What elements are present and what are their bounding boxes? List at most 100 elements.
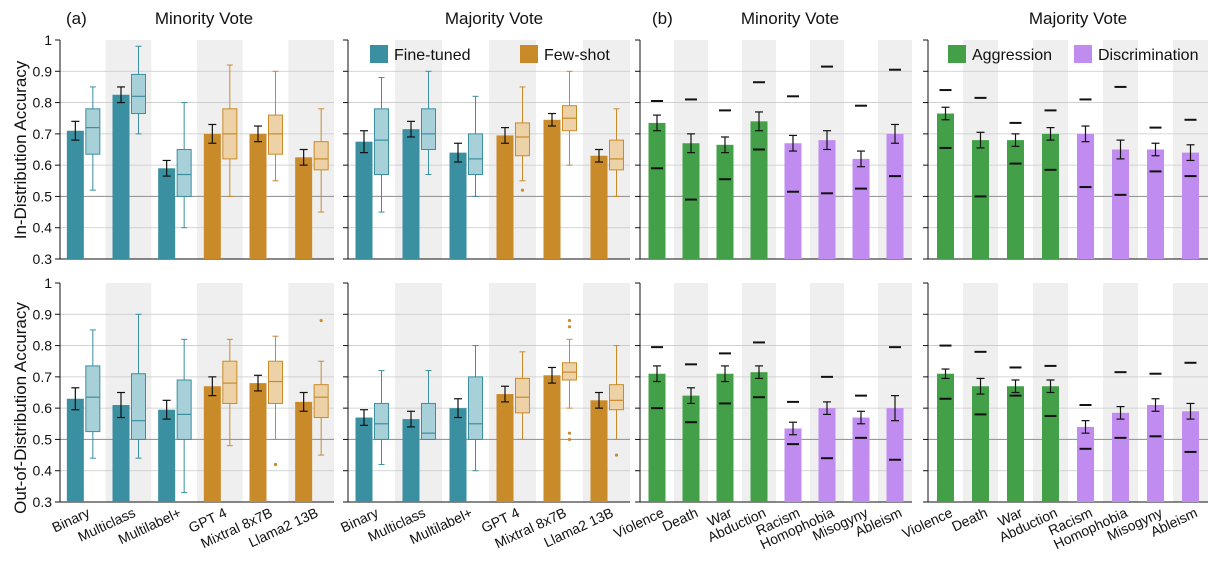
bar-racism — [1077, 426, 1094, 502]
outlier-point — [567, 431, 572, 435]
bar-homophobia — [818, 408, 836, 502]
x-tick-label: Violence — [611, 504, 666, 541]
box-mixtral-8x7b — [562, 362, 577, 381]
bar-abduction — [1042, 133, 1059, 259]
box-binary — [85, 365, 101, 433]
box-multilabel- — [176, 379, 192, 440]
y-tick-label: 0.3 — [33, 494, 53, 510]
ylabel-in-distribution: In-Distribution Accuracy — [11, 60, 30, 239]
box-llama2-13b — [609, 139, 624, 171]
bar-mixtral-8x7b — [543, 375, 561, 502]
title-b-majority: Majority Vote — [1029, 9, 1127, 28]
outlier-point — [567, 318, 572, 323]
bar-ableism — [1182, 152, 1199, 259]
box-binary — [374, 108, 389, 176]
bar-binary — [66, 398, 84, 502]
outlier-point — [567, 437, 572, 442]
box-mixtral-8x7b — [268, 114, 283, 155]
box-multilabel- — [176, 149, 192, 197]
bar-mixtral-8x7b — [249, 133, 267, 259]
bar-gpt-4 — [203, 386, 221, 502]
bar-llama2-13b — [295, 401, 313, 502]
box-multiclass — [131, 373, 146, 440]
legend-swatch — [370, 45, 388, 63]
y-tick-label: 0.7 — [33, 126, 53, 142]
legend-swatch — [520, 45, 538, 63]
box-multiclass — [421, 108, 436, 151]
panel-2: Fine-tuned Few-shot — [343, 39, 630, 260]
y-tick-label: 0.7 — [33, 369, 53, 385]
y-tick-label: 0.5 — [33, 188, 53, 204]
bar-multiclass — [112, 94, 130, 259]
bar-misogyny — [1147, 149, 1164, 259]
bar-war — [716, 373, 734, 502]
bar-abduction — [750, 372, 768, 502]
bar-war — [716, 144, 734, 259]
panel-a-label: (a) — [66, 9, 87, 28]
x-tick-label: Death — [660, 504, 701, 534]
bar-llama2-13b — [590, 155, 608, 259]
bar-multilabel- — [158, 409, 176, 502]
y-tick-label: 0.9 — [33, 63, 53, 79]
y-tick-label: 0.6 — [33, 400, 53, 416]
box-multiclass — [421, 402, 436, 440]
x-tick-label: Death — [949, 504, 990, 534]
title-a-minority: Minority Vote — [155, 9, 253, 28]
bar-racism — [784, 428, 802, 502]
title-b-minority: Minority Vote — [741, 9, 839, 28]
legend-swatch — [948, 45, 966, 63]
plot-area: 0.3 0.4 0.5 0.6 0.7 0.8 0.9 1 Fine-tuned Few-shot… — [33, 32, 1208, 552]
bar-multilabel- — [449, 408, 467, 502]
bar-binary — [355, 141, 373, 259]
bar-mixtral-8x7b — [249, 383, 267, 502]
box-llama2-13b — [609, 384, 624, 411]
bar-ableism — [1182, 411, 1199, 502]
legend-label: Discrimination — [1098, 47, 1198, 64]
box-llama2-13b — [313, 141, 329, 171]
y-tick-label: 0.6 — [33, 157, 53, 173]
panel-5: 0.30.40.50.60.70.80.91BinaryMulticlassMu… — [33, 275, 334, 551]
bar-multilabel- — [449, 152, 467, 259]
bar-ableism — [886, 408, 904, 502]
bar-misogyny — [852, 417, 870, 502]
legend: Fine-tuned Few-shot — [370, 45, 610, 64]
outlier-point — [520, 188, 525, 192]
bar-multiclass — [402, 129, 420, 259]
bar-violence — [937, 113, 954, 260]
box-binary — [85, 108, 101, 155]
outlier-point — [567, 325, 572, 329]
bar-multiclass — [402, 419, 420, 502]
bar-violence — [648, 373, 666, 502]
bar-homophobia — [818, 140, 836, 259]
legend-label: Fine-tuned — [394, 47, 471, 64]
bar-homophobia — [1112, 149, 1129, 259]
title-a-majority: Majority Vote — [445, 9, 543, 28]
panel-4: Aggression Discrimination — [923, 39, 1208, 260]
box-multilabel- — [468, 376, 483, 440]
y-tick-label: 0.9 — [33, 306, 53, 322]
bar-racism — [784, 143, 802, 259]
y-tick-label: 0.8 — [33, 338, 53, 354]
bar-death — [682, 395, 700, 502]
outlier-point — [273, 462, 278, 467]
bar-gpt-4 — [203, 133, 221, 259]
x-tick-label: Violence — [900, 504, 955, 541]
bar-multilabel- — [158, 168, 176, 259]
bar-death — [972, 140, 989, 259]
y-tick-label: 0.3 — [33, 251, 53, 267]
bar-racism — [1077, 133, 1094, 259]
outlier-point — [319, 318, 323, 323]
panel-3 — [635, 39, 912, 260]
bar-gpt-4 — [496, 135, 514, 259]
box-binary — [374, 402, 389, 440]
box-multilabel- — [468, 133, 483, 176]
bar-binary — [355, 417, 373, 502]
legend-label: Few-shot — [544, 47, 610, 64]
bar-death — [972, 386, 989, 502]
bar-gpt-4 — [496, 394, 514, 502]
legend-label: Aggression — [972, 47, 1052, 64]
bar-violence — [648, 122, 666, 260]
